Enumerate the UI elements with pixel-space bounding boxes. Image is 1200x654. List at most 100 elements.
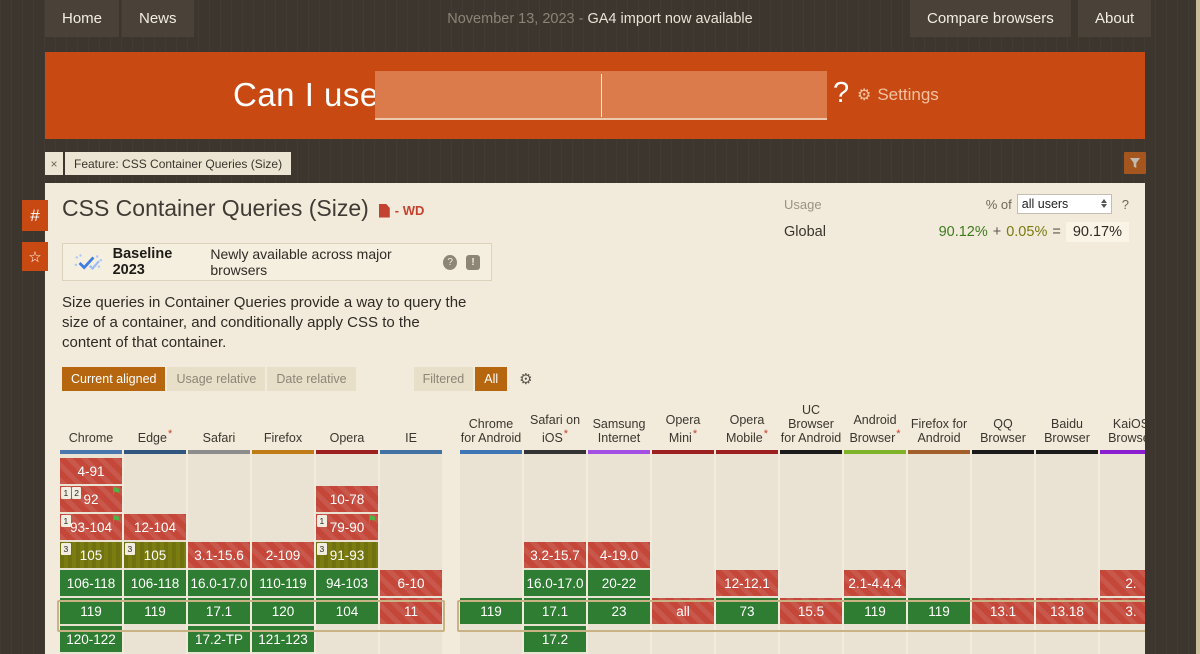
- usage-label: Usage: [784, 196, 822, 212]
- support-cell[interactable]: 4-19.0: [588, 542, 650, 568]
- baseline-help-icon[interactable]: ?: [443, 254, 458, 270]
- note-badge[interactable]: 1: [61, 515, 71, 527]
- support-cell-empty: [316, 626, 378, 652]
- support-cell[interactable]: 120: [252, 598, 314, 624]
- support-cell[interactable]: 11: [380, 598, 442, 624]
- version-range: 2.1-4.4.4: [848, 575, 902, 591]
- support-cell[interactable]: 17.1: [524, 598, 586, 624]
- version-range: 10-78: [329, 491, 365, 507]
- usage-block: Usage % of all users ? Global 90.12% + 0…: [784, 193, 1129, 242]
- support-cell[interactable]: 119: [124, 598, 186, 624]
- usage-help-button[interactable]: ?: [1121, 196, 1129, 212]
- support-cell[interactable]: 12-104: [124, 514, 186, 540]
- support-cell[interactable]: 94-103: [316, 570, 378, 596]
- note-badge[interactable]: 1: [61, 487, 71, 499]
- usage-scope-select[interactable]: all users: [1016, 194, 1112, 214]
- support-cell[interactable]: 121-123: [252, 626, 314, 652]
- support-cell[interactable]: 93-104 1 ⚑: [60, 514, 122, 540]
- browser-label: Edge*: [137, 428, 173, 446]
- support-cell[interactable]: 17.1: [188, 598, 250, 624]
- permalink-button[interactable]: #: [22, 200, 48, 231]
- news-announcement[interactable]: November 13, 2023 - GA4 import now avail…: [0, 0, 1200, 37]
- note-badge[interactable]: 3: [125, 543, 135, 555]
- filter-date-relative[interactable]: Date relative: [267, 367, 356, 391]
- star-icon: ☆: [28, 248, 42, 266]
- support-cell[interactable]: 119: [844, 598, 906, 624]
- nav-compare-browsers-button[interactable]: Compare browsers: [910, 0, 1071, 37]
- page-edge-scrollbar[interactable]: [1196, 0, 1200, 654]
- spec-link[interactable]: - WD: [378, 203, 424, 218]
- browser-label: Chrome for Android: [460, 417, 522, 446]
- settings-button[interactable]: ⚙ Settings: [857, 85, 939, 105]
- version-range: 16.0-17.0: [526, 575, 584, 591]
- support-cell[interactable]: 17.2: [524, 626, 586, 652]
- support-cell[interactable]: 2-109: [252, 542, 314, 568]
- support-cell[interactable]: 13.18: [1036, 598, 1098, 624]
- support-cell[interactable]: 106-118: [124, 570, 186, 596]
- browser-label: Opera Mini*: [665, 413, 701, 446]
- version-range: 105: [79, 547, 103, 563]
- note-badge[interactable]: 3: [317, 543, 327, 555]
- version-range: 16.0-17.0: [190, 575, 248, 591]
- support-cell[interactable]: 17.2-TP: [188, 626, 250, 652]
- support-cell-empty: [652, 486, 714, 512]
- support-cell[interactable]: 20-22: [588, 570, 650, 596]
- support-cell[interactable]: 16.0-17.0: [188, 570, 250, 596]
- support-cell[interactable]: 10-78: [316, 486, 378, 512]
- support-cell[interactable]: 13.1: [972, 598, 1034, 624]
- browser-label: Android Browser*: [849, 413, 901, 446]
- filter-button[interactable]: [1124, 152, 1146, 174]
- note-badge[interactable]: 3: [61, 543, 71, 555]
- filter-filtered[interactable]: Filtered: [413, 367, 474, 391]
- nav-about-button[interactable]: About: [1078, 0, 1152, 37]
- support-cell[interactable]: 106-118: [60, 570, 122, 596]
- browser-color-bar: [652, 450, 714, 454]
- support-cell[interactable]: 6-10: [380, 570, 442, 596]
- version-range: 17.1: [541, 603, 569, 619]
- version-cells: 3.2-15.7 16.0-17.0 17.1 17.2: [524, 454, 586, 654]
- nav-news-button[interactable]: News: [122, 0, 194, 37]
- support-cell[interactable]: 12-12.1: [716, 570, 778, 596]
- support-cell[interactable]: 91-93 3: [316, 542, 378, 568]
- support-cell[interactable]: 105 3: [60, 542, 122, 568]
- support-cell[interactable]: 3.2-15.7: [524, 542, 586, 568]
- filter-all[interactable]: All: [475, 367, 508, 391]
- support-cell[interactable]: 119: [908, 598, 970, 624]
- support-cell[interactable]: 2.: [1100, 570, 1145, 596]
- note-badge[interactable]: 1: [317, 515, 327, 527]
- support-cell-empty: [588, 458, 650, 484]
- support-cell[interactable]: 105 3: [124, 542, 186, 568]
- filter-usage-relative[interactable]: Usage relative: [167, 367, 266, 391]
- filter-current-aligned[interactable]: Current aligned: [62, 367, 166, 391]
- support-cell[interactable]: 4-91: [60, 458, 122, 484]
- support-cell[interactable]: 119: [60, 598, 122, 624]
- support-cell[interactable]: 119: [460, 598, 522, 624]
- support-cell[interactable]: 15.5: [780, 598, 842, 624]
- support-cell[interactable]: 73: [716, 598, 778, 624]
- note-badges: 3: [61, 543, 71, 555]
- support-cell[interactable]: 110-119: [252, 570, 314, 596]
- flag-icon: ⚑: [367, 514, 377, 526]
- table-settings-gear-icon[interactable]: ⚙: [519, 371, 533, 388]
- baseline-feedback-icon[interactable]: !: [466, 254, 480, 270]
- site-logo[interactable]: Can I use: [233, 76, 379, 113]
- top-nav: November 13, 2023 - GA4 import now avail…: [0, 0, 1200, 37]
- support-cell[interactable]: 3.: [1100, 598, 1145, 624]
- nav-home-button[interactable]: Home: [45, 0, 120, 37]
- remove-feature-filter-button[interactable]: ×: [45, 152, 63, 175]
- support-cell[interactable]: 2.1-4.4.4: [844, 570, 906, 596]
- support-cell[interactable]: all: [652, 598, 714, 624]
- favorite-button[interactable]: ☆: [22, 242, 48, 271]
- browser-label: UC Browser for Android: [780, 403, 842, 446]
- support-cell-empty: [1100, 458, 1145, 484]
- support-cell[interactable]: 3.1-15.6: [188, 542, 250, 568]
- support-cell[interactable]: 16.0-17.0: [524, 570, 586, 596]
- note-badge[interactable]: 2: [71, 487, 82, 499]
- support-cell[interactable]: 23: [588, 598, 650, 624]
- usage-supported-value: 90.12%: [938, 224, 988, 240]
- support-cell[interactable]: 120-122: [60, 626, 122, 652]
- support-cell[interactable]: 104: [316, 598, 378, 624]
- version-cells: 2-109 110-119 120 121-123: [252, 454, 314, 654]
- support-cell[interactable]: 92 1 2 ⚑: [60, 486, 122, 512]
- support-cell[interactable]: 79-90 1 ⚑: [316, 514, 378, 540]
